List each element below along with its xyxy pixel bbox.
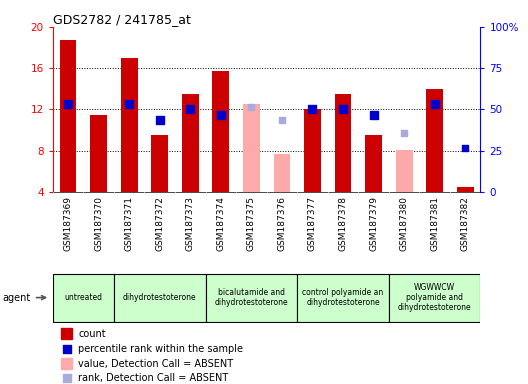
FancyBboxPatch shape [53,274,114,321]
Text: dihydrotestoterone: dihydrotestoterone [123,293,196,302]
Point [400,130,408,136]
Point [125,101,134,108]
Point [64,101,72,108]
Bar [121,58,138,192]
FancyBboxPatch shape [114,274,205,321]
Point [339,106,347,113]
FancyBboxPatch shape [389,274,480,321]
Bar [61,358,72,369]
Point [247,104,256,111]
Text: count: count [79,329,106,339]
Point [370,111,378,118]
Bar [365,135,382,192]
Bar [152,135,168,192]
Point [186,106,194,113]
Text: untreated: untreated [64,293,102,302]
Bar [212,71,229,192]
Text: GDS2782 / 241785_at: GDS2782 / 241785_at [53,13,191,26]
Bar [395,150,412,192]
Point [216,111,225,118]
Text: percentile rank within the sample: percentile rank within the sample [79,344,243,354]
Bar [304,109,321,192]
Text: GSM187373: GSM187373 [186,196,195,251]
Text: bicalutamide and
dihydrotestoterone: bicalutamide and dihydrotestoterone [214,288,288,307]
Text: GSM187370: GSM187370 [94,196,103,251]
Text: GSM187372: GSM187372 [155,196,164,251]
Text: GSM187369: GSM187369 [63,196,72,251]
Text: GSM187378: GSM187378 [338,196,347,251]
Bar [90,114,107,192]
Bar [457,187,474,192]
Bar [426,89,443,192]
Point [62,346,71,352]
Text: value, Detection Call = ABSENT: value, Detection Call = ABSENT [79,359,233,369]
FancyBboxPatch shape [205,274,297,321]
Text: GSM187379: GSM187379 [369,196,378,251]
Point [62,375,71,381]
Text: control polyamide an
dihydrotestoterone: control polyamide an dihydrotestoterone [303,288,384,307]
Point [156,117,164,123]
FancyBboxPatch shape [297,274,389,321]
Text: GSM187375: GSM187375 [247,196,256,251]
Bar [60,40,77,192]
Point [461,144,469,151]
Bar [274,154,290,192]
Text: GSM187374: GSM187374 [216,196,225,251]
Text: agent: agent [3,293,45,303]
Text: GSM187371: GSM187371 [125,196,134,251]
Point [278,117,286,123]
Bar [335,94,352,192]
Text: GSM187380: GSM187380 [400,196,409,251]
Text: WGWWCW
polyamide and
dihydrotestoterone: WGWWCW polyamide and dihydrotestoterone [398,283,472,313]
Bar [182,94,199,192]
Text: rank, Detection Call = ABSENT: rank, Detection Call = ABSENT [79,373,229,383]
Point [430,101,439,108]
Text: GSM187377: GSM187377 [308,196,317,251]
Point [308,106,317,113]
Text: GSM187382: GSM187382 [461,196,470,251]
Bar [243,104,260,192]
Text: GSM187381: GSM187381 [430,196,439,251]
Text: GSM187376: GSM187376 [277,196,286,251]
Bar [61,328,72,339]
